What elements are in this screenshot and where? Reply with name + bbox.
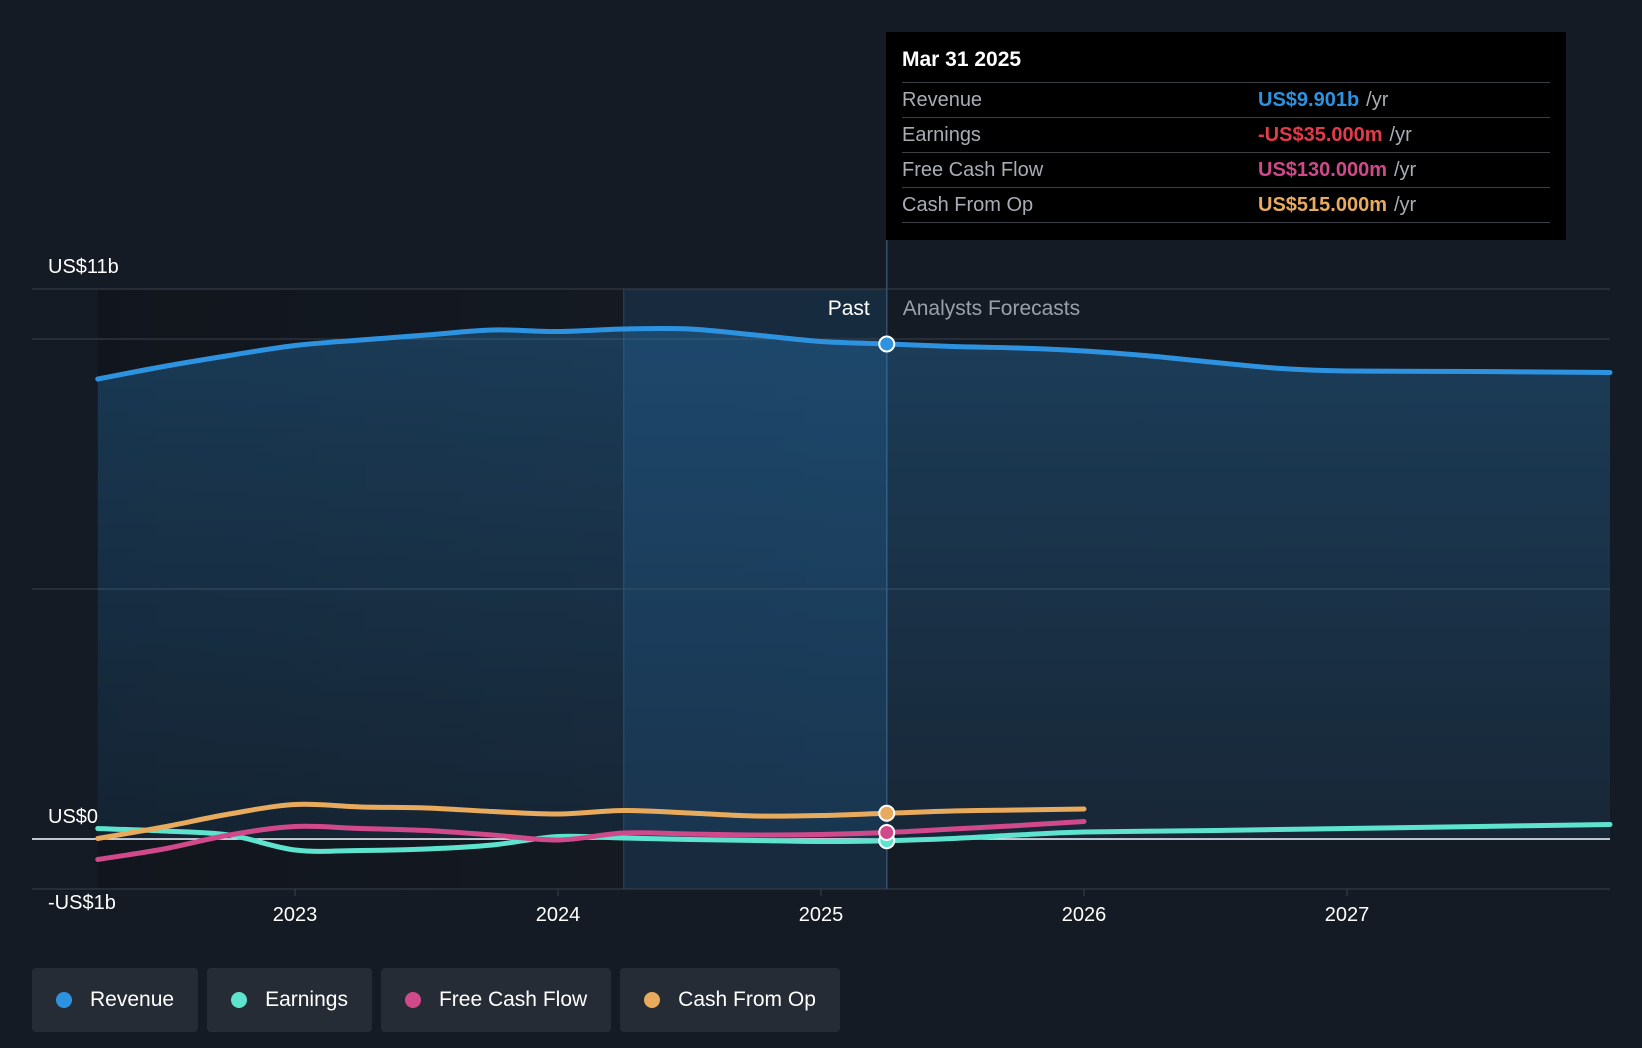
- past-label: Past: [828, 297, 870, 320]
- x-tick-label: 2023: [273, 904, 318, 926]
- free-cash-flow-marker: [878, 824, 896, 841]
- legend-label: Free Cash Flow: [438, 988, 588, 1011]
- legend-label: Earnings: [265, 988, 348, 1011]
- tooltip-value: US$515.000m: [1258, 193, 1387, 216]
- tooltip-row-free-cash-flow: Free Cash Flow US$130.000m /yr: [902, 152, 1550, 187]
- tooltip-unit: /yr: [1393, 158, 1417, 181]
- x-tick-label: 2026: [1062, 904, 1107, 926]
- free-cash-flow-line: [95, 819, 1087, 862]
- tooltip-label: Cash From Op: [902, 193, 1034, 216]
- legend-dot-icon: [231, 992, 248, 1008]
- cash-from-op-line: [95, 801, 1087, 841]
- tooltip-unit: /yr: [1366, 88, 1389, 111]
- tooltip-value: -US$35.000m: [1258, 123, 1383, 146]
- legend-item-cash-from-op[interactable]: Cash From Op: [620, 968, 840, 1032]
- tooltip-unit: /yr: [1393, 193, 1417, 216]
- tooltip-panel: Mar 31 2025 Revenue US$9.901b /yr Earnin…: [886, 32, 1566, 240]
- legend-dot-icon: [404, 992, 421, 1008]
- legend-label: Revenue: [90, 988, 175, 1011]
- tooltip-row-earnings: Earnings -US$35.000m /yr: [902, 117, 1550, 152]
- legend-dot-icon: [56, 992, 72, 1008]
- revenue-area: [97, 328, 1610, 839]
- legend-label: Cash From Op: [678, 988, 816, 1011]
- y-axis-label: US$0: [48, 806, 98, 828]
- legend-dot-icon: [644, 992, 661, 1008]
- earnings-line: [95, 822, 1613, 854]
- chart-area: 2023 2024 2025 2026 2027 US$11b US$0 -US$1b Past…: [32, 240, 1613, 926]
- x-tick-label: 2027: [1325, 904, 1370, 926]
- y-axis-label: -US$1b: [48, 892, 116, 914]
- legend-item-free-cash-flow[interactable]: Free Cash Flow: [380, 968, 612, 1032]
- tooltip-row-cash-from-op: Cash From Op US$515.000m /yr: [902, 187, 1550, 223]
- revenue-marker: [878, 335, 896, 353]
- legend-item-revenue[interactable]: Revenue: [32, 968, 199, 1032]
- legend-item-earnings[interactable]: Earnings: [207, 968, 372, 1032]
- tooltip-value: US$9.901b: [1258, 88, 1360, 111]
- tooltip-row-revenue: Revenue US$9.901b /yr: [902, 82, 1550, 117]
- cash-from-op-marker: [878, 804, 896, 822]
- legend: Revenue Earnings Free Cash Flow Cash Fro…: [32, 968, 840, 1032]
- tooltip-label: Revenue: [902, 88, 983, 111]
- tooltip-label: Free Cash Flow: [902, 158, 1044, 181]
- x-tick-label: 2025: [799, 904, 844, 926]
- tooltip-label: Earnings: [902, 123, 981, 146]
- y-axis-label: US$11b: [48, 256, 119, 278]
- tooltip-unit: /yr: [1389, 123, 1412, 146]
- tooltip-value: US$130.000m: [1258, 158, 1387, 181]
- x-tick-label: 2024: [536, 904, 581, 926]
- tooltip-date: Mar 31 2025: [902, 48, 1022, 71]
- forecast-label: Analysts Forecasts: [903, 297, 1080, 320]
- revenue-line: [95, 325, 1613, 382]
